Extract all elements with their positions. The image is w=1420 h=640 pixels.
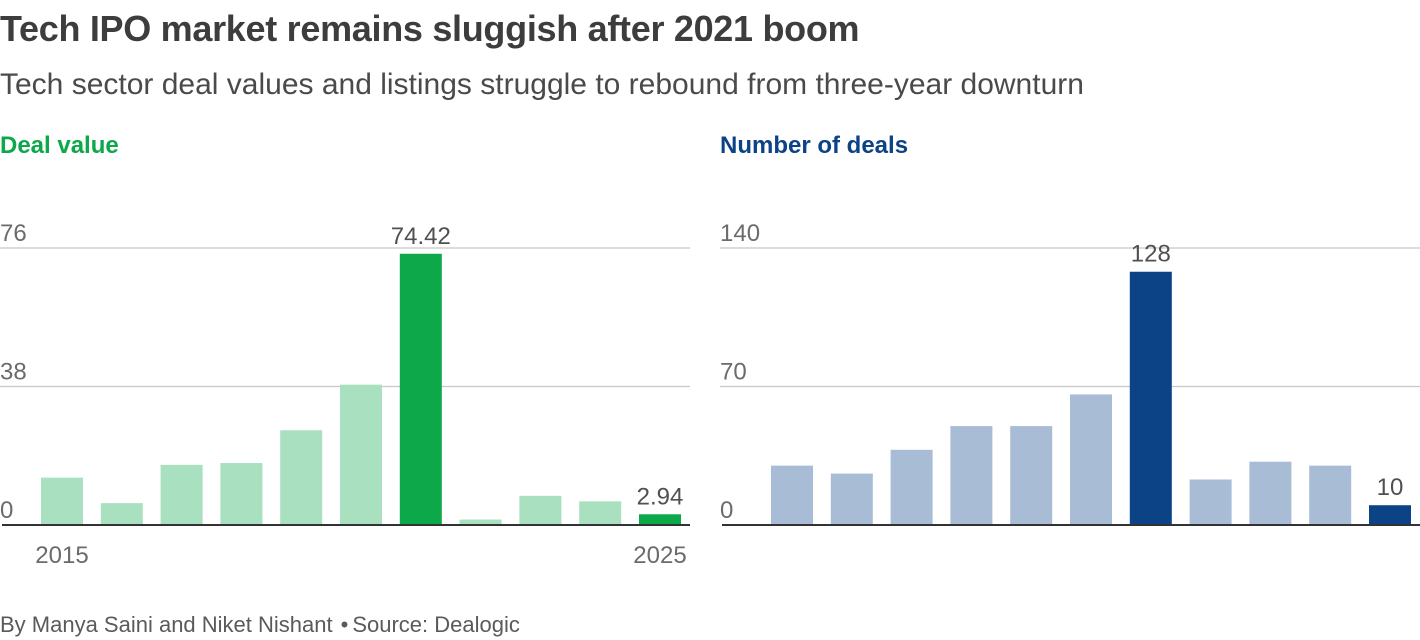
deal-value-ytick-label: 76 — [0, 220, 27, 247]
chart-title: Tech IPO market remains sluggish after 2… — [0, 8, 860, 49]
deal-value-bar-2018 — [220, 463, 263, 525]
deal-value-ytick-label: 0 — [0, 497, 13, 524]
deals-count-bar-2018 — [950, 426, 993, 525]
byline: By Manya Saini and Niket Nishant — [0, 612, 333, 637]
deal-value-bar-2020 — [340, 384, 382, 525]
deals-count-bar-2021 — [1129, 271, 1172, 525]
footer-separator: • — [340, 612, 349, 637]
deals-count-bar-2020 — [1070, 394, 1112, 525]
deal-value-data-label-2021: 74.42 — [391, 223, 451, 250]
deal-value-bar-2024 — [579, 501, 622, 525]
number-of-deals-chart: 0 70 140 128 10 — [720, 220, 1420, 526]
deal-value-data-label-2025: 2.94 — [637, 483, 684, 510]
deals-count-data-label-2025: 10 — [1377, 474, 1404, 501]
deals-count-bar-2024 — [1309, 465, 1352, 525]
deals-count-bar-2017 — [890, 449, 933, 525]
deals-count-bar-2019 — [1010, 426, 1053, 525]
deal-value-panel-title: Deal value — [0, 132, 119, 159]
deal-value-bar-2023 — [519, 495, 562, 525]
deal-value-bar-2016 — [100, 503, 143, 525]
chart-subtitle: Tech sector deal values and listings str… — [0, 68, 1084, 101]
source: Source: Dealogic — [352, 612, 520, 637]
deals-count-bar-2023 — [1249, 461, 1292, 525]
deal-value-bar-2025 — [639, 514, 681, 525]
footer: By Manya Saini and Niket Nishant • Source:… — [0, 612, 520, 638]
charts-canvas: 0 38 76 74.42 2.94 2015 2025 0 70 140 128 10 — [0, 220, 1420, 569]
deals-count-bar-2015 — [771, 465, 813, 525]
deals-count-bar-2025 — [1369, 505, 1411, 525]
deal-value-bar-2015 — [41, 477, 83, 525]
deal-value-bar-2021 — [399, 253, 442, 526]
deals-count-ytick-label: 140 — [720, 220, 760, 247]
deals-count-bar-2022 — [1189, 479, 1232, 525]
deal-value-bar-2019 — [280, 430, 323, 525]
deal-value-ytick-label: 38 — [0, 359, 27, 386]
deal-value-chart: 0 38 76 74.42 2.94 2015 2025 — [0, 220, 690, 569]
deal-value-xtick-label-2025: 2025 — [633, 542, 686, 569]
deals-count-bar-2016 — [830, 473, 873, 525]
number-of-deals-panel-title: Number of deals — [720, 132, 909, 159]
deal-value-bar-2022 — [459, 519, 502, 525]
deal-value-bar-2017 — [160, 464, 203, 525]
deal-value-xtick-label-2015: 2015 — [35, 542, 88, 569]
deals-count-ytick-label: 70 — [720, 359, 747, 386]
deals-count-data-label-2021: 128 — [1131, 241, 1171, 268]
deals-count-ytick-label: 0 — [720, 497, 733, 524]
